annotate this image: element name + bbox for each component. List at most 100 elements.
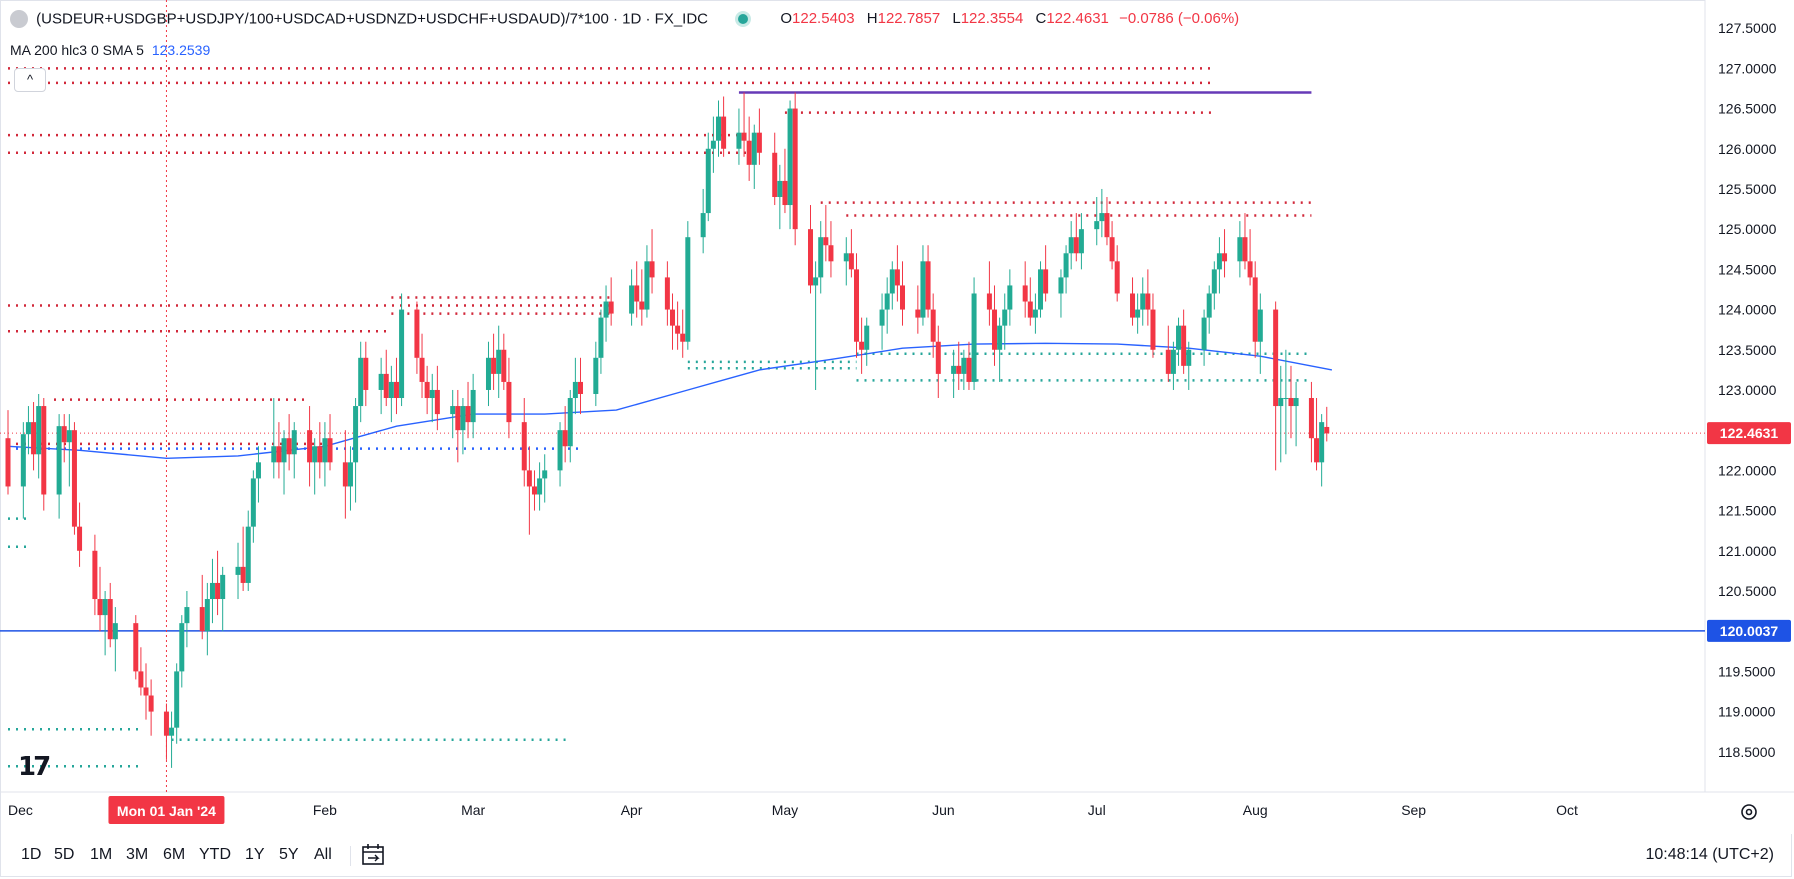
range-6m-button[interactable]: 6M [163,846,186,863]
candle-up [813,261,819,390]
candle-down [215,550,221,616]
candle-down [41,398,47,511]
candle-body [215,582,221,600]
symbol-title[interactable]: (USDEUR+USDGBP+USDJPY/100+USDCAD+USDNZD+… [36,10,709,28]
range-1y-button[interactable]: 1Y [245,846,265,863]
candle-up [1058,269,1064,318]
candle-body [777,180,783,197]
candle-down [455,389,461,463]
candle-up [1099,188,1105,238]
candle-up [1068,221,1074,270]
chart-canvas[interactable]: 127.5000 127.0000 126.5000 126.0000 125.5000… [0,0,1794,834]
candle-up [460,398,466,455]
candle-body [808,229,814,286]
candle-down [1027,277,1033,326]
range-all-button[interactable]: All [314,846,332,863]
candle-body [1145,293,1151,310]
candle-body [286,438,292,455]
candle-down [792,92,798,246]
candle-body [1314,438,1320,463]
candle-body [848,253,854,270]
candle-body [521,422,527,471]
candle-body [966,357,972,382]
candle-body [240,566,246,583]
candle-body [209,582,215,600]
candle-body [603,301,609,318]
candle-body [1247,261,1253,278]
candle-up [1257,293,1263,374]
candle-body [629,285,635,314]
candle-body [322,438,328,463]
candle-body [92,550,98,600]
range-3m-button[interactable]: 3M [126,846,149,863]
market-status-icon[interactable] [738,14,749,25]
candle-body [531,486,537,495]
candle-body [97,599,103,616]
candle-body [1027,301,1033,318]
candle-up [1283,349,1289,455]
candle-down [1043,245,1049,302]
candle-body [675,325,681,334]
time-tick-label: Aug [1243,802,1268,818]
candle-body [66,430,72,443]
candle-body [1176,325,1182,350]
candle-down [327,414,333,471]
candle-up [1211,261,1217,310]
candle-down [276,422,282,479]
candle-up [250,470,256,543]
candle-body [644,261,650,310]
candle-down [577,357,583,415]
candle-down [61,414,67,463]
candle-body [419,357,425,382]
ma-legend[interactable]: MA 200 hlc3 0 SMA 5 123.2539 [10,42,210,58]
candle-down [5,410,11,495]
range-5d-button[interactable]: 5D [54,846,75,863]
candle-down [393,357,399,415]
candle-body [388,381,394,399]
tradingview-logo[interactable]: 17 [18,752,51,782]
candle-body [700,213,706,238]
time-tick-label: Sep [1401,802,1426,818]
candle-body [843,253,849,262]
candle-body [347,462,353,487]
date-range-calendar-icon[interactable] [360,842,386,868]
high-value: 122.7857 [877,10,941,27]
candle-up [1201,309,1207,366]
candle-up [271,398,277,479]
candle-body [1135,309,1141,318]
candle-body [460,406,466,431]
candle-up [1135,293,1141,334]
range-ytd-button[interactable]: YTD [199,846,231,863]
candle-body [1170,349,1176,374]
candle-up [235,542,241,600]
candle-body [1002,309,1008,326]
candle-body [36,406,42,455]
candle-up [777,164,783,230]
candle-body [1130,293,1136,318]
candle-down [608,277,614,326]
settings-gear-icon[interactable] [1738,801,1760,823]
candle-down [925,245,931,318]
price-tick-label: 122.0000 [1718,462,1777,478]
clock-timezone[interactable]: 10:48:14 (UTC+2) [1645,846,1774,863]
low-value: 122.3554 [960,10,1024,27]
candle-up [281,430,287,495]
candle-down [77,502,83,567]
candle-down [930,293,936,358]
last-price-label: 122.4631 [1720,425,1779,441]
candle-down [107,582,113,648]
candle-body [276,446,282,463]
candle-body [1278,398,1284,407]
range-5y-button[interactable]: 5Y [279,846,299,863]
candle-up [1237,221,1243,278]
candle-down [1288,365,1294,439]
candle-body [465,406,471,423]
collapse-legend-button[interactable]: ^ [14,68,46,92]
candle-down [935,325,941,399]
range-1d-button[interactable]: 1D [21,846,42,863]
range-1m-button[interactable]: 1M [90,846,113,863]
candle-body [77,526,83,551]
ma-value: 123.2539 [151,42,211,58]
candle-body [557,430,563,471]
price-tick-label: 125.0000 [1718,221,1777,237]
